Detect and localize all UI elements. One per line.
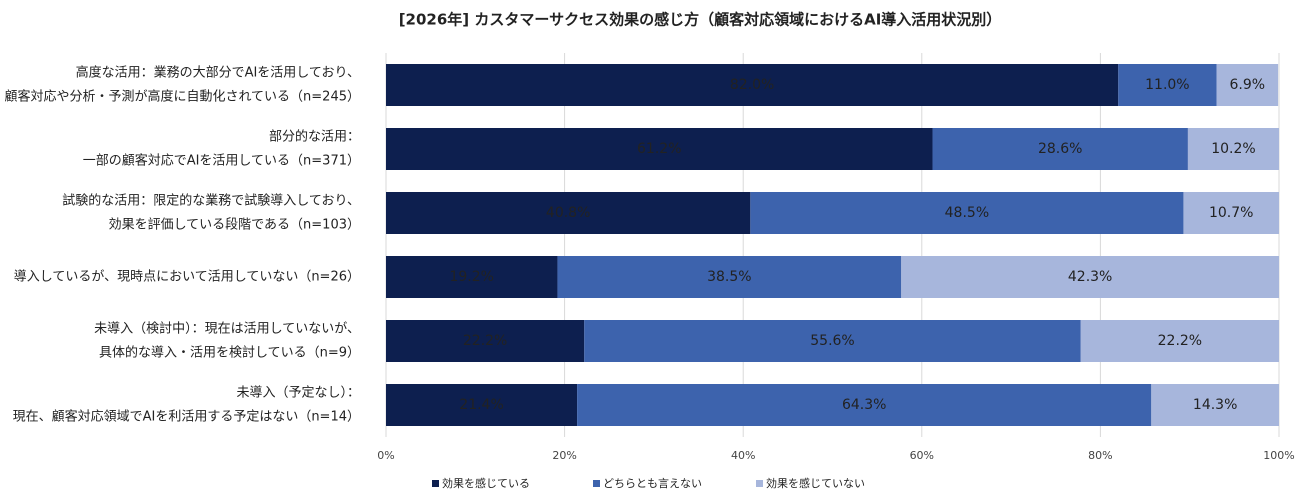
bar-segment — [386, 320, 585, 362]
x-tick-label: 60% — [910, 449, 934, 462]
x-tick-label: 40% — [731, 449, 755, 462]
value-label: 55.6% — [810, 333, 854, 349]
chart-title: [2026年] カスタマーサクセス効果の感じ方（顧客対応領域におけるAI導入活用… — [399, 11, 1002, 29]
y-tick-label: 一部の顧客対応でAIを活用している（n=371） — [83, 153, 360, 169]
x-tick-label: 80% — [1088, 449, 1112, 462]
bar-segment — [932, 128, 1188, 170]
legend-swatch — [593, 480, 600, 487]
value-label: 14.3% — [1193, 397, 1237, 413]
value-label: 21.4% — [459, 397, 503, 413]
y-tick-label: 未導入（予定なし）： — [236, 386, 360, 401]
y-tick-label: 部分的な活用： — [269, 129, 360, 145]
value-label: 64.3% — [842, 397, 886, 413]
bar-segment — [1118, 64, 1217, 106]
bar-segment — [386, 192, 751, 234]
value-label: 48.5% — [945, 205, 989, 221]
value-label: 10.7% — [1209, 205, 1253, 221]
y-tick-label: 効果を評価している段階である（n=103） — [109, 218, 360, 233]
y-tick-label: 現在、顧客対応領域でAIを利活用する予定はない（n=14） — [13, 409, 360, 425]
y-tick-label: 具体的な導入・活用を検討している（n=9） — [99, 345, 360, 361]
bar-segment — [1216, 64, 1279, 106]
bar-segment — [386, 256, 558, 298]
legend-swatch — [756, 480, 763, 487]
bar-segment — [584, 320, 1081, 362]
value-label: 42.3% — [1068, 269, 1112, 285]
bar-segment — [1080, 320, 1279, 362]
value-label: 82.0% — [730, 77, 774, 93]
x-tick-label: 100% — [1263, 449, 1294, 462]
value-label: 6.9% — [1230, 77, 1266, 93]
x-tick-label: 20% — [552, 449, 576, 462]
value-label: 61.2% — [637, 141, 681, 157]
y-tick-label: 顧客対応や分析・予測が高度に自動化されている（n=245） — [4, 89, 360, 105]
legend-label: 効果を感じている — [442, 476, 530, 490]
bar-segment — [386, 128, 933, 170]
y-tick-label: 未導入（検討中）：現在は活用していないが、 — [94, 321, 360, 337]
legend-label: 効果を感じていない — [766, 476, 865, 490]
value-label: 10.2% — [1211, 141, 1255, 157]
bar-segment — [577, 384, 1152, 426]
value-label: 38.5% — [707, 269, 751, 285]
value-label: 22.2% — [463, 333, 507, 349]
value-label: 28.6% — [1038, 141, 1082, 157]
bar-segment — [557, 256, 902, 298]
y-tick-label: 試験的な活用：限定的な業務で試験導入しており、 — [62, 193, 360, 209]
bar-segment — [1187, 128, 1279, 170]
x-tick-label: 0% — [377, 449, 394, 462]
y-tick-label: 高度な活用：業務の大部分でAIを活用しており、 — [76, 65, 360, 81]
bar-segment — [1183, 192, 1279, 234]
legend-label: どちらとも言えない — [603, 477, 702, 490]
bar-segment — [750, 192, 1184, 234]
value-label: 19.2% — [449, 269, 493, 285]
value-label: 40.8% — [546, 205, 590, 221]
bar-segment — [386, 64, 1119, 106]
bar-segment — [386, 384, 578, 426]
value-label: 11.0% — [1145, 77, 1189, 93]
legend-swatch — [432, 480, 439, 487]
bar-segment — [901, 256, 1279, 298]
y-tick-label: 導入しているが、現時点において活用していない（n=26） — [14, 270, 360, 285]
value-label: 22.2% — [1158, 333, 1202, 349]
bar-segment — [1151, 384, 1279, 426]
